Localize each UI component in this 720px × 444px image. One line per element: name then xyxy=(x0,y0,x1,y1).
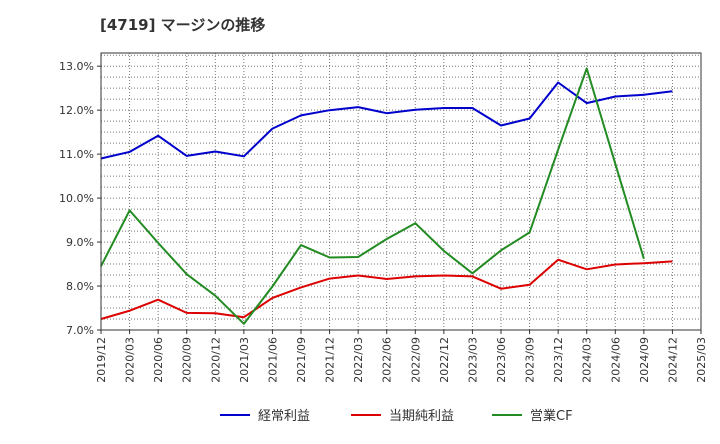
legend-label: 経常利益 xyxy=(258,409,310,424)
x-tick-label: 2022/12 xyxy=(438,337,451,383)
x-tick-label: 2019/12 xyxy=(95,337,108,383)
x-tick-label: 2020/06 xyxy=(152,337,165,383)
x-tick-label: 2025/03 xyxy=(695,337,708,383)
y-tick-label: 13.0% xyxy=(59,60,94,73)
x-tick-label: 2022/09 xyxy=(409,337,422,383)
series-line-3 xyxy=(100,67,645,325)
y-tick-label: 12.0% xyxy=(59,104,94,117)
x-tick-label: 2022/03 xyxy=(352,337,365,383)
x-tick-label: 2020/12 xyxy=(209,337,222,383)
x-tick-label: 2022/06 xyxy=(381,337,394,383)
x-tick-label: 2024/03 xyxy=(581,337,594,383)
x-tick-label: 2021/06 xyxy=(266,337,279,383)
plot-frame xyxy=(100,52,702,331)
y-tick-label: 7.0% xyxy=(66,324,94,337)
x-tick-label: 2024/06 xyxy=(609,337,622,383)
x-tick-label: 2023/09 xyxy=(524,337,537,383)
y-tick-label: 11.0% xyxy=(59,148,94,161)
x-tick-label: 2023/06 xyxy=(495,337,508,383)
grid xyxy=(101,53,701,330)
x-tick-label: 2021/03 xyxy=(238,337,251,383)
series-lines xyxy=(100,67,673,325)
chart-title: [4719] マージンの推移 xyxy=(100,16,266,34)
legend: 経常利益 当期純利益 営業CF xyxy=(220,408,573,424)
x-tick-label: 2020/03 xyxy=(124,337,137,383)
x-tick-label: 2023/03 xyxy=(466,337,479,383)
x-tick-label: 2024/09 xyxy=(638,337,651,383)
legend-label: 営業CF xyxy=(530,408,573,424)
series-line-2 xyxy=(100,258,673,320)
y-axis-ticks: 7.0% 8.0% 9.0% 10.0% 11.0% 12.0% 13.0% xyxy=(59,60,101,337)
legend-label: 当期純利益 xyxy=(389,409,454,424)
x-tick-label: 2023/12 xyxy=(552,337,565,383)
x-axis-ticks: 2019/12 2020/03 2020/06 2020/09 2020/12 2021/… xyxy=(95,330,708,383)
x-tick-label: 2021/12 xyxy=(324,337,337,383)
y-tick-label: 8.0% xyxy=(66,280,94,293)
y-tick-label: 9.0% xyxy=(66,236,94,249)
x-tick-label: 2024/12 xyxy=(666,337,679,383)
x-tick-label: 2020/09 xyxy=(181,337,194,383)
y-tick-label: 10.0% xyxy=(59,192,94,205)
series-line-1 xyxy=(100,81,673,160)
x-tick-label: 2021/09 xyxy=(295,337,308,383)
